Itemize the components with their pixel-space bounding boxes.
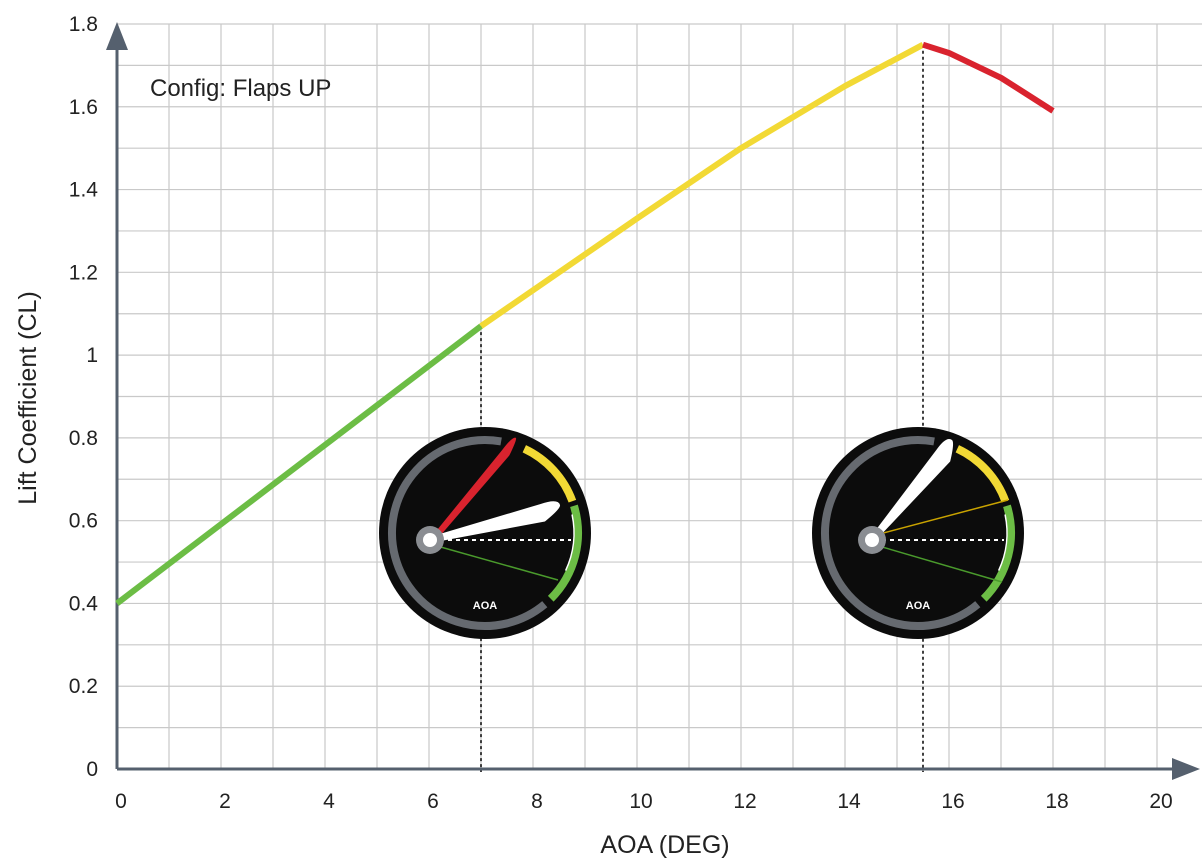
gauge-scale-arc <box>997 514 1008 571</box>
gauge-label: AOA <box>906 600 931 612</box>
gauge-yellow-marker <box>871 499 1009 537</box>
y-tick-label: 1.8 <box>69 13 98 36</box>
gauge-needle <box>869 438 954 542</box>
y-tick-label: 1.6 <box>69 96 98 119</box>
x-tick-label: 0 <box>115 790 127 813</box>
x-tick-label: 10 <box>629 790 652 813</box>
y-tick-label: 1.4 <box>69 179 99 202</box>
series-line-1 <box>479 42 925 329</box>
x-tick-label: 18 <box>1045 790 1068 813</box>
y-axis-title: Lift Coefficient (CL) <box>14 291 42 505</box>
series-group <box>115 41 1055 606</box>
y-tick-labels: 0 0.2 0.4 0.6 0.8 1 1.2 1.4 1.6 1.8 <box>69 13 99 781</box>
gauge-grey-arc <box>388 436 548 630</box>
gauge-face <box>379 427 591 639</box>
gauge-face <box>812 427 1024 639</box>
gauge-red-pointer <box>433 437 517 538</box>
gauge-yellow-arc <box>522 445 577 503</box>
config-annotation: Config: Flaps UP <box>150 75 331 102</box>
y-tick-label: 0.6 <box>69 510 98 533</box>
y-tick-label: 0.2 <box>69 675 98 698</box>
axes <box>106 22 1200 780</box>
aoa-gauge-0: AOA <box>379 427 591 639</box>
y-tick-label: 0.8 <box>69 427 98 450</box>
y-axis-arrow <box>106 22 128 50</box>
x-tick-label: 14 <box>837 790 861 813</box>
gauge-green-arc <box>547 504 582 602</box>
series-line-2 <box>922 41 1055 114</box>
x-tick-labels: 0 2 4 6 8 10 12 14 16 18 20 <box>115 790 1173 813</box>
x-tick-label: 2 <box>219 790 231 813</box>
x-axis-arrow <box>1172 758 1200 780</box>
aoa-gauges: AOA AOA <box>379 427 1024 639</box>
x-axis-title: AOA (DEG) <box>600 831 729 859</box>
gauge-green-marker <box>429 543 559 581</box>
series-line-0 <box>115 323 483 606</box>
gauge-needle <box>429 501 561 543</box>
gauge-scale-arc <box>564 514 575 571</box>
y-tick-label: 0.4 <box>69 592 99 615</box>
gauge-green-marker <box>871 543 1003 583</box>
gauge-yellow-arc <box>955 445 1010 503</box>
aoa-gauge-1: AOA <box>812 427 1024 639</box>
gauge-grey-arc <box>821 436 981 630</box>
x-tick-label: 6 <box>427 790 439 813</box>
y-tick-label: 0 <box>86 758 98 781</box>
gauge-hub-inner <box>865 533 879 547</box>
gauge-label: AOA <box>473 600 498 612</box>
y-tick-label: 1 <box>86 344 98 367</box>
y-tick-label: 1.2 <box>69 261 98 284</box>
x-tick-label: 12 <box>733 790 756 813</box>
gauge-green-arc <box>980 504 1015 602</box>
x-tick-label: 4 <box>323 790 335 813</box>
x-tick-label: 16 <box>941 790 964 813</box>
gauge-hub-inner <box>423 533 437 547</box>
x-tick-label: 8 <box>531 790 543 813</box>
reference-lines <box>480 44 924 772</box>
grid <box>117 23 1202 769</box>
x-tick-label: 20 <box>1149 790 1172 813</box>
